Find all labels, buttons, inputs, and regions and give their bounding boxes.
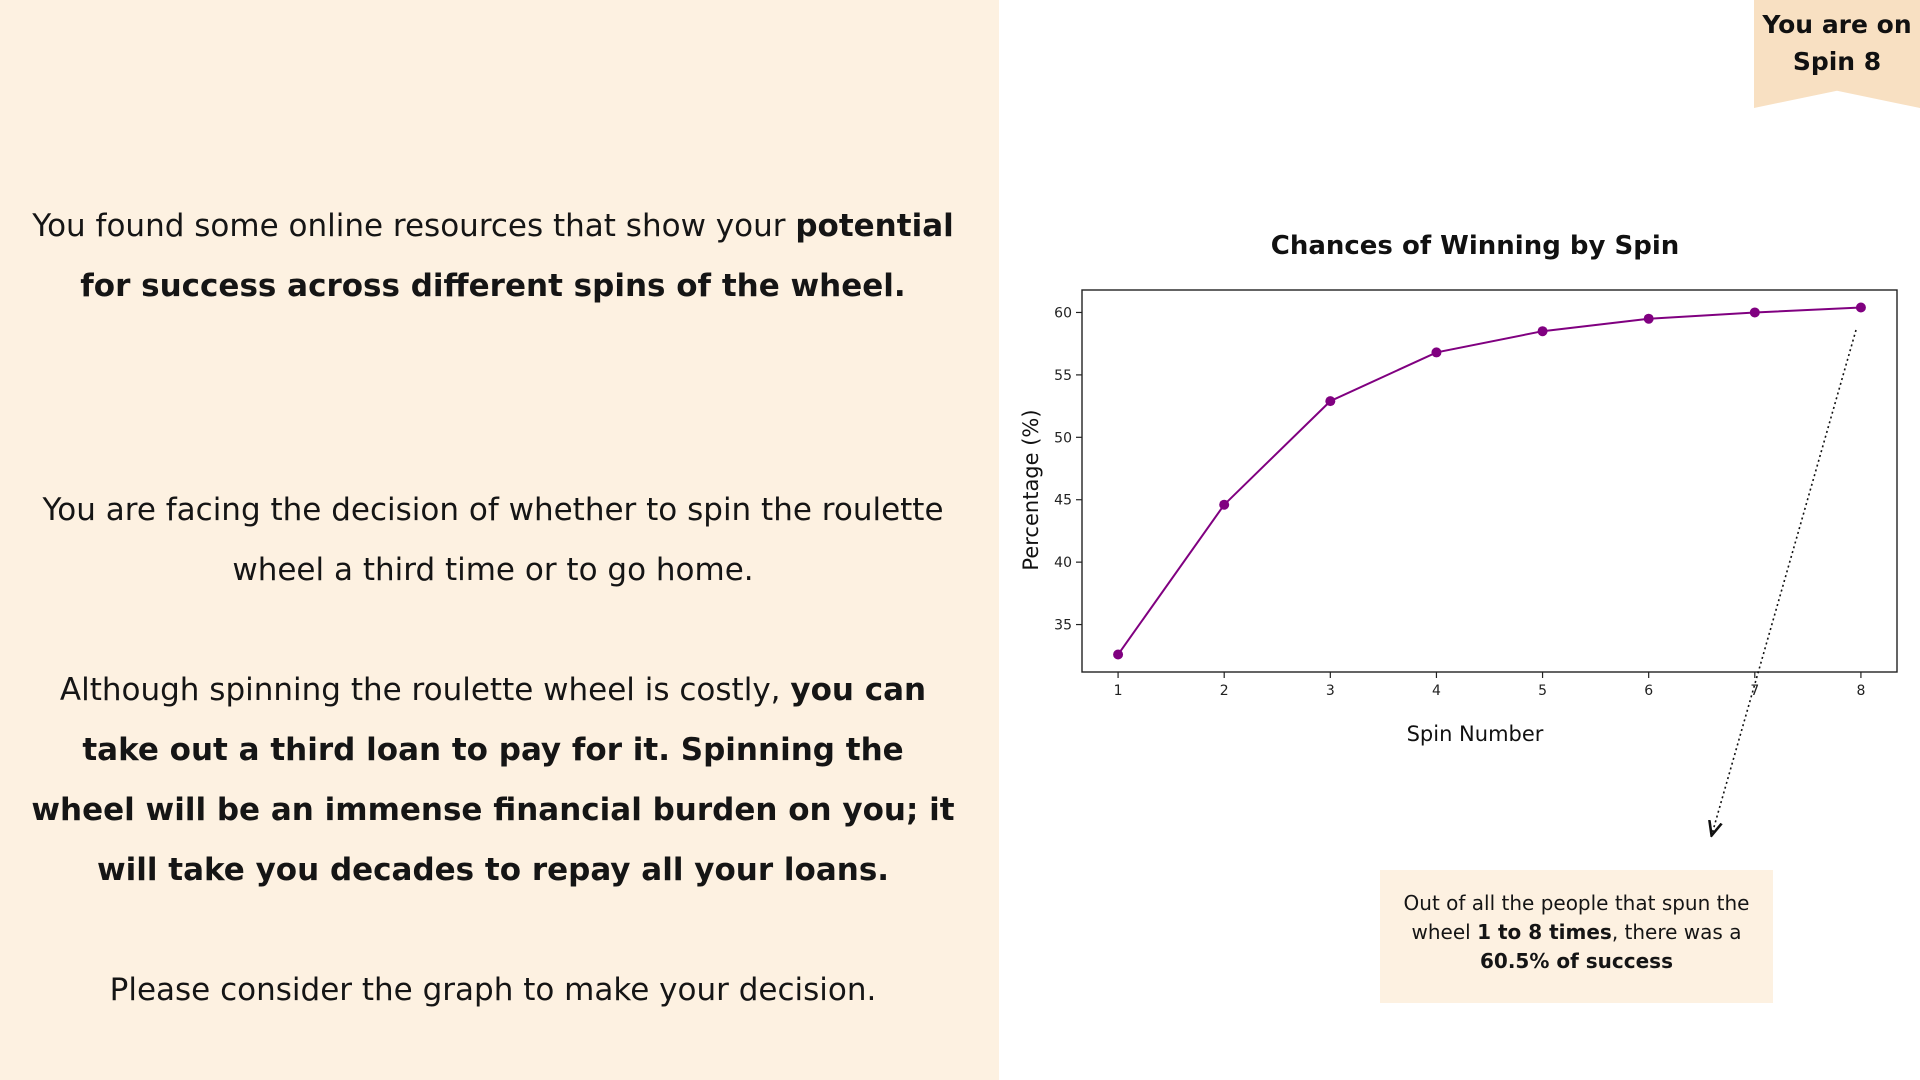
data-point <box>1431 347 1442 358</box>
y-tick-label: 45 <box>1054 493 1072 509</box>
data-point <box>1537 326 1548 337</box>
data-point <box>1325 396 1336 407</box>
x-tick-label: 4 <box>1432 683 1441 699</box>
plot-frame <box>1081 289 1898 673</box>
data-point <box>1749 307 1760 318</box>
x-tick-label: 2 <box>1220 683 1229 699</box>
decision-paragraph: You are facing the decision of whether t… <box>42 492 944 588</box>
y-tick-label: 55 <box>1054 368 1072 384</box>
data-point <box>1643 313 1654 324</box>
cost-paragraph: Although spinning the roulette wheel is … <box>31 672 955 888</box>
x-axis: 1 2 3 4 5 6 7 8 <box>1114 672 1865 699</box>
data-point <box>1855 302 1866 313</box>
x-tick-label: 5 <box>1538 683 1547 699</box>
x-tick-label: 8 <box>1856 683 1865 699</box>
left-panel: You found some online resources that sho… <box>0 0 999 1080</box>
data-point <box>1219 499 1230 510</box>
y-tick-label: 60 <box>1054 305 1072 321</box>
chart-title: Chances of Winning by Spin <box>1271 231 1680 261</box>
y-tick-label: 40 <box>1054 555 1072 571</box>
y-tick-label: 50 <box>1054 430 1072 446</box>
x-tick-label: 7 <box>1750 683 1759 699</box>
spin-banner: You are on Spin 8 <box>1754 0 1920 108</box>
x-tick-label: 1 <box>1114 683 1123 699</box>
spin-banner-line2: Spin 8 <box>1792 47 1882 76</box>
instruction-paragraph: Please consider the graph to make your d… <box>109 972 877 1008</box>
x-tick-label: 6 <box>1644 683 1653 699</box>
intro-paragraph: You found some online resources that sho… <box>32 208 954 304</box>
y-axis: 35 40 45 50 55 60 <box>1054 305 1082 634</box>
series-line <box>1117 306 1861 656</box>
spin-banner-line1: You are on <box>1762 10 1912 39</box>
x-tick-label: 3 <box>1326 683 1335 699</box>
series-group <box>1113 302 1866 660</box>
y-axis-label: Percentage (%) <box>1019 409 1043 570</box>
info-box: Out of all the people that spun the whee… <box>1380 870 1773 1003</box>
y-tick-label: 35 <box>1054 618 1072 634</box>
data-point <box>1113 649 1124 660</box>
annotation-arrow <box>1712 329 1857 834</box>
x-axis-label: Spin Number <box>1407 722 1544 746</box>
